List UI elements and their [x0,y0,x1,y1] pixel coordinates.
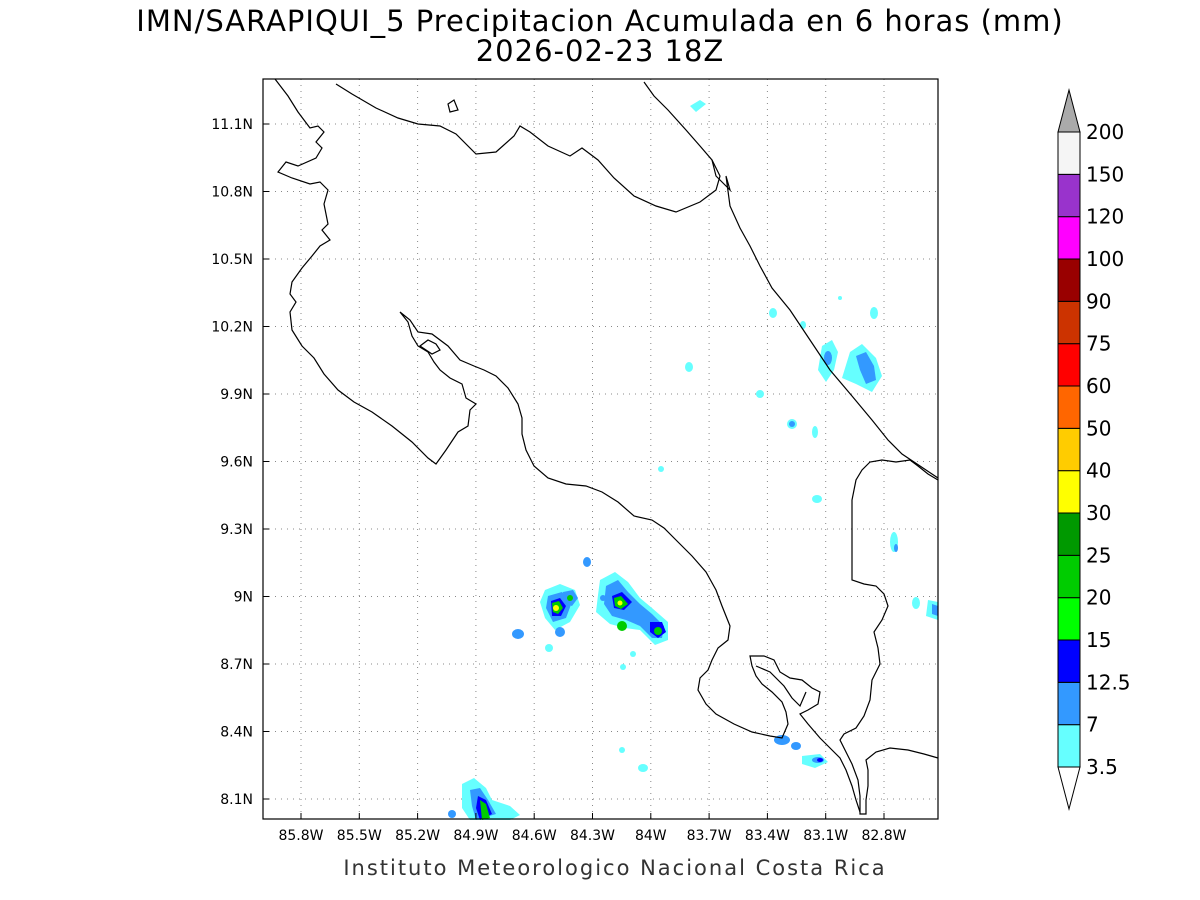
precip-cluster-1 [512,557,591,652]
colorbar-label: 150 [1086,162,1124,186]
colorbar-label: 25 [1086,543,1111,567]
colorbar-swatch [1057,724,1081,768]
precip-colorbar: 3.5 7 12.5 15 20 25 30 40 50 60 75 90 100 120 150 200 [1057,88,1131,811]
lon-tick-label: 83.4W [745,828,790,844]
footer-credit: Instituto Meteorologico Nacional Costa R… [343,856,887,880]
precip-cluster-4 [774,735,828,768]
lat-tick-label: 10.2N [211,320,253,336]
colorbar-swatch [1057,343,1081,387]
map-subtitle: 2026-02-23 18Z [475,34,725,68]
colorbar-swatch [1057,258,1081,302]
lon-tick-label: 84.9W [453,828,498,844]
colorbar-label: 3.5 [1086,755,1118,779]
colorbar-swatch [1057,385,1081,429]
lat-tick-label: 9N [234,590,253,606]
golfo-dulce [755,665,807,708]
colorbar-label: 200 [1086,120,1124,144]
colorbar-label: 90 [1086,289,1111,313]
colorbar-label: 120 [1086,205,1124,229]
lake-arenal-shore [418,339,441,355]
precip-cluster-3 [448,747,648,820]
lon-tick-label: 84W [635,828,667,844]
lon-tick-label: 84.6W [512,828,557,844]
precip-cells [448,100,938,820]
lat-tick-label: 8.7N [220,657,253,673]
lat-tick-label: 10.5N [211,252,253,268]
lat-tick-label: 9.9N [220,387,253,403]
lon-tick-label: 83.7W [687,828,732,844]
pacific-coast-north [274,78,861,813]
lon-tick-label: 85.8W [278,828,323,844]
lat-tick-label: 11.1N [211,117,253,133]
colorbar-label: 30 [1086,501,1111,525]
lon-tick-label: 84.3W [570,828,615,844]
colorbar-swatch [1057,639,1081,683]
lat-tick-label: 8.1N [220,792,253,808]
colorbar-swatch [1057,427,1081,472]
colorbar-swatch [1057,173,1081,218]
colorbar-label: 100 [1086,247,1124,271]
colorbar-label: 50 [1086,416,1111,440]
colorbar-label: 15 [1086,628,1111,652]
lat-tick-label: 10.8N [211,185,253,201]
lat-tick-label: 8.4N [220,725,253,741]
colorbar-swatch [1057,131,1081,175]
colorbar-label: 20 [1086,586,1111,610]
caribbean-coast [711,159,939,479]
lon-tick-label: 85.5W [337,828,382,844]
colorbar-label: 60 [1086,374,1111,398]
axis-ticks: 85.8W 85.5W 85.2W 84.9W 84.6W 84.3W 84W 83.7W 83… [211,117,906,844]
colorbar-swatch [1057,300,1081,345]
lat-tick-label: 9.3N [220,522,253,538]
colorbar-over-arrow [1057,88,1081,133]
colorbar-swatch [1057,512,1081,556]
precip-cluster-2 [596,572,668,670]
colorbar-label: 40 [1086,459,1111,483]
colorbar-swatch [1057,597,1081,641]
colorbar-label: 7 [1086,713,1099,737]
colorbar-label: 75 [1086,332,1111,356]
lon-tick-label: 85.2W [395,828,440,844]
map-title: IMN/SARAPIQUI_5 Precipitacion Acumulada … [136,4,1064,38]
coastlines [274,78,939,815]
colorbar-under-arrow [1057,766,1081,811]
lat-tick-label: 9.6N [220,455,253,471]
colorbar-swatch [1057,554,1081,599]
lake-nicaragua-shore [335,81,721,213]
colorbar-swatch [1057,681,1081,726]
cr-panama-border [839,459,939,815]
map-plot-area [263,79,938,819]
colorbar-swatch [1057,216,1081,260]
colorbar-label: 12.5 [1086,670,1131,694]
lon-tick-label: 82.8W [861,828,906,844]
precip-cluster-5 [658,100,938,620]
lake-island [447,99,459,113]
lon-tick-label: 83.1W [803,828,848,844]
colorbar-swatch [1057,470,1081,514]
map-frame [262,78,939,820]
